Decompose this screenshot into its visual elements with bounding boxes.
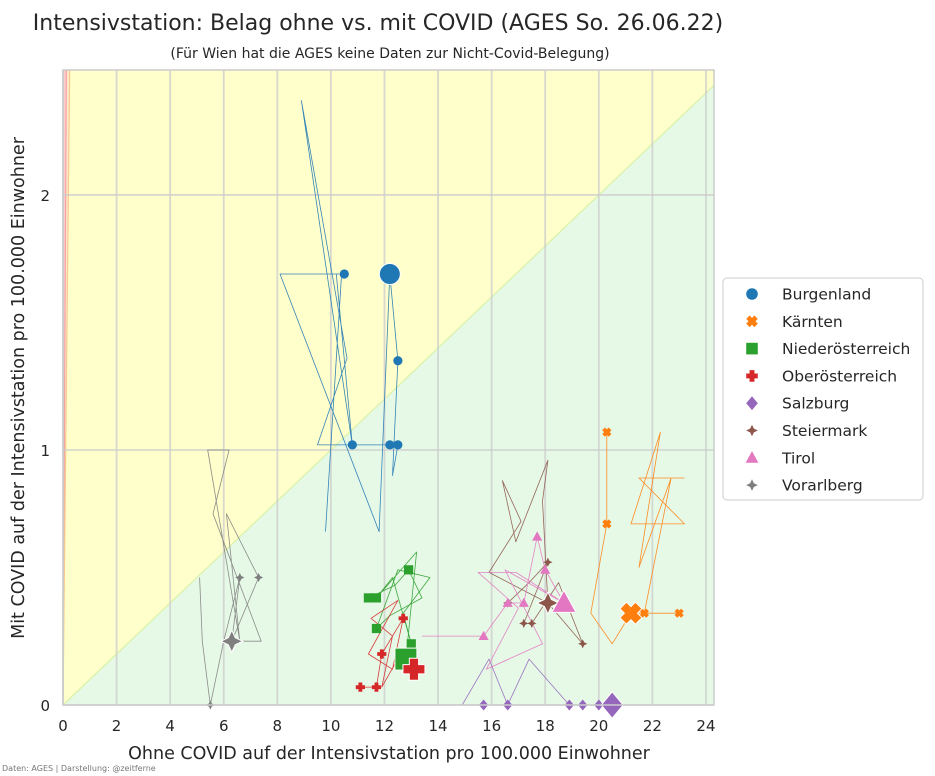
current-point bbox=[619, 601, 643, 625]
y-axis-ticks: 0 1 2 bbox=[40, 187, 50, 715]
data-point bbox=[518, 597, 529, 607]
x-tick-label: 24 bbox=[696, 717, 715, 735]
legend-label: Tirol bbox=[781, 449, 815, 467]
legend-marker bbox=[746, 342, 758, 355]
zone-2 bbox=[63, 70, 714, 705]
trail-0 bbox=[279, 100, 399, 532]
legend-label: Niederösterreich bbox=[782, 340, 910, 358]
legend-marker bbox=[746, 424, 758, 437]
data-point bbox=[532, 531, 543, 541]
data-point bbox=[543, 557, 553, 567]
data-point bbox=[602, 427, 612, 437]
trail-3 bbox=[360, 600, 415, 688]
legend-marker bbox=[746, 396, 758, 411]
data-point bbox=[253, 572, 264, 583]
trail-1 bbox=[590, 431, 685, 645]
data-point bbox=[403, 565, 414, 575]
data-point bbox=[235, 572, 245, 583]
data-point bbox=[371, 682, 382, 692]
data-point bbox=[674, 608, 684, 618]
current-point bbox=[402, 657, 426, 681]
zone-boundary-2 bbox=[63, 84, 714, 705]
y-tick-label: 1 bbox=[40, 442, 50, 460]
legend-marker bbox=[746, 479, 758, 491]
y-axis-label: Mit COVID auf der Intensivstation pro 10… bbox=[9, 136, 29, 639]
legend-label: Steiermark bbox=[782, 422, 867, 440]
data-point bbox=[406, 639, 416, 649]
x-tick-label: 22 bbox=[643, 717, 662, 735]
legend: Burgenland Kärnten Niederösterreich Oberöst… bbox=[722, 277, 924, 501]
chart-title: Intensivstation: Belag ohne vs. mit COVI… bbox=[33, 11, 723, 36]
data-point bbox=[385, 440, 395, 450]
chart-subtitle: (Für Wien hat die AGES keine Daten zur N… bbox=[170, 46, 609, 62]
legend-marker bbox=[745, 451, 759, 463]
legend-label: Salzburg bbox=[782, 395, 849, 413]
x-tick-label: 18 bbox=[536, 717, 555, 735]
current-point bbox=[551, 589, 577, 613]
data-point bbox=[393, 440, 403, 450]
legend-label: Vorarlberg bbox=[782, 477, 863, 495]
background-zones bbox=[63, 70, 714, 705]
legend-marker bbox=[746, 370, 758, 382]
data-point bbox=[355, 682, 365, 692]
credit-note: Daten: AGES | Darstellung: @zeitferne bbox=[2, 764, 156, 773]
x-axis-ticks: 0 2 4 6 8 10 12 14 16 18 20 22 24 bbox=[58, 717, 715, 735]
x-tick-label: 20 bbox=[589, 717, 608, 735]
data-point bbox=[371, 623, 382, 634]
data-point bbox=[478, 630, 489, 641]
data-point bbox=[347, 440, 357, 450]
legend-label: Burgenland bbox=[782, 286, 871, 304]
x-tick-label: 2 bbox=[112, 717, 122, 735]
data-point bbox=[639, 608, 649, 618]
x-tick-label: 12 bbox=[375, 717, 394, 735]
data-point bbox=[393, 356, 403, 366]
x-axis-label: Ohne COVID auf der Intensivstation pro 1… bbox=[128, 744, 651, 764]
zone-boundary-1 bbox=[63, 70, 71, 705]
legend-marker bbox=[746, 315, 758, 328]
x-tick-label: 0 bbox=[58, 717, 68, 735]
current-point bbox=[219, 629, 244, 654]
data-point bbox=[502, 597, 513, 607]
data-point bbox=[540, 564, 551, 574]
trail-7 bbox=[199, 449, 262, 705]
data-point bbox=[602, 519, 612, 529]
legend-label: Oberösterreich bbox=[782, 367, 897, 385]
x-tick-label: 10 bbox=[321, 717, 340, 735]
y-tick-label: 2 bbox=[40, 187, 50, 205]
legend-label: Kärnten bbox=[782, 313, 843, 331]
legend-marker bbox=[746, 288, 758, 300]
data-point bbox=[398, 613, 408, 623]
legend-box bbox=[722, 277, 924, 501]
current-point bbox=[378, 263, 401, 286]
data-point bbox=[527, 618, 537, 628]
y-tick-label: 0 bbox=[40, 697, 50, 715]
data-point bbox=[339, 269, 349, 279]
data-point bbox=[519, 618, 529, 628]
data-point bbox=[578, 639, 588, 649]
x-tick-label: 16 bbox=[482, 717, 501, 735]
data-point bbox=[377, 649, 387, 659]
x-tick-label: 8 bbox=[273, 717, 283, 735]
x-tick-label: 14 bbox=[429, 717, 448, 735]
x-tick-label: 4 bbox=[165, 717, 175, 735]
plot-frame bbox=[62, 69, 715, 706]
data-point bbox=[363, 593, 374, 603]
x-tick-label: 6 bbox=[219, 717, 229, 735]
data-point bbox=[371, 593, 382, 603]
current-point bbox=[535, 590, 561, 616]
